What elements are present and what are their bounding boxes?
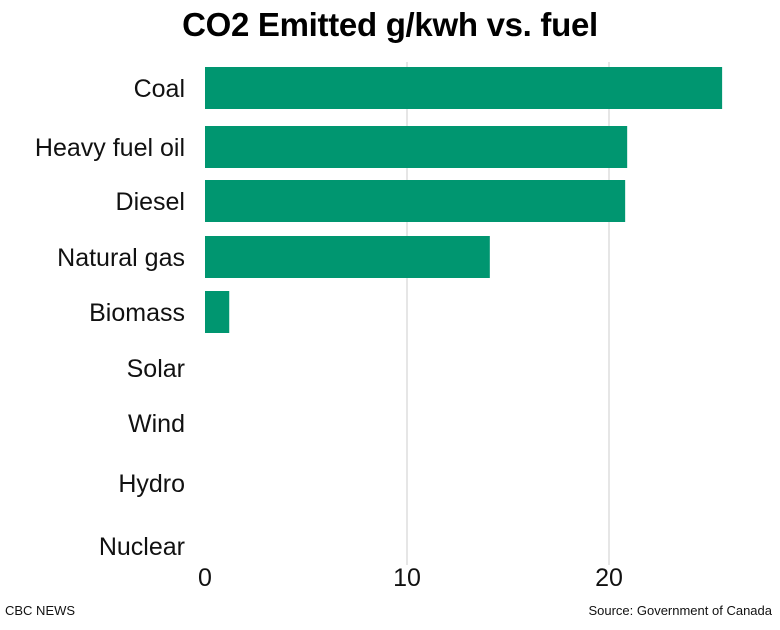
category-label-heavy-fuel-oil: Heavy fuel oil [35, 134, 185, 162]
bar-chart: Coal Heavy fuel oil Diesel Natural gas Bioma… [35, 62, 723, 592]
bar-natural-gas [205, 236, 490, 278]
category-label-solar: Solar [127, 355, 185, 383]
category-label-coal: Coal [134, 75, 185, 103]
bar-diesel [205, 180, 626, 222]
bar-biomass [205, 291, 230, 333]
category-label-diesel: Diesel [116, 188, 185, 216]
x-axis-ticks: 0 10 20 [198, 564, 623, 592]
category-label-nuclear: Nuclear [99, 533, 185, 561]
credit-text: CBC NEWS [5, 603, 76, 618]
x-tick-label-20: 20 [595, 564, 623, 592]
bar-heavy-fuel-oil [205, 126, 628, 168]
category-label-natural-gas: Natural gas [57, 244, 185, 272]
bar-coal [205, 67, 723, 109]
category-label-hydro: Hydro [118, 470, 185, 498]
category-label-wind: Wind [128, 410, 185, 438]
bars [205, 67, 723, 333]
x-tick-label-10: 10 [393, 564, 421, 592]
chart-title: CO2 Emitted g/kwh vs. fuel [182, 6, 598, 43]
source-text: Source: Government of Canada [588, 603, 772, 618]
category-label-biomass: Biomass [89, 299, 185, 327]
category-labels: Coal Heavy fuel oil Diesel Natural gas Bioma… [35, 75, 185, 561]
x-tick-label-0: 0 [198, 564, 212, 592]
